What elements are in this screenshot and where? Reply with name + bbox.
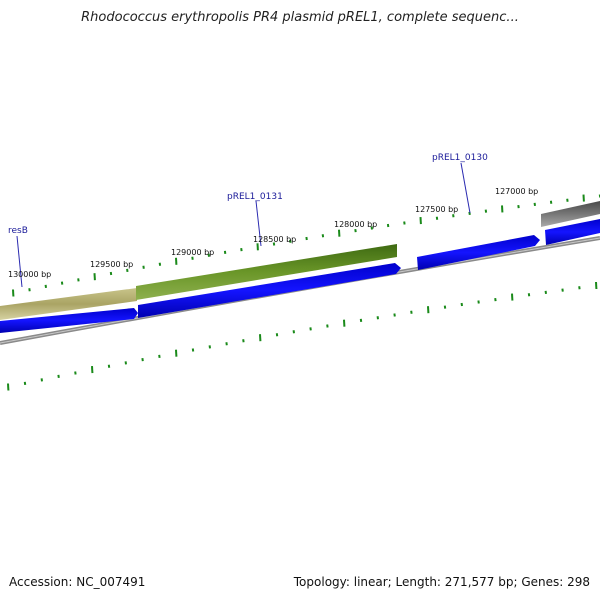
position-label-127000: 127000 bp [495,187,538,196]
position-label-127500: 127500 bp [415,205,458,214]
position-label-128500: 128500 bp [253,235,296,244]
position-label-130000: 130000 bp [8,270,51,279]
gene-arrow-prel1-0130[interactable] [417,235,540,270]
gene-label-prel1-0131[interactable]: pREL1_0131 [227,192,283,202]
gene-arrow-next[interactable] [545,219,600,245]
page-title: Rhodococcus erythropolis PR4 plasmid pRE… [81,10,519,25]
backbone-track [0,236,600,345]
label-leader-prel1-0131 [255,200,262,247]
gene-label-prel1-0130[interactable]: pREL1_0130 [432,153,488,163]
accession-text: Accession: NC_007491 [9,575,146,589]
feature-band-gray[interactable] [541,201,600,227]
position-label-129500: 129500 bp [90,260,133,269]
position-label-128000: 128000 bp [334,220,377,229]
position-label-129000: 129000 bp [171,248,214,257]
gene-arrow-prel1-0131[interactable] [138,263,401,318]
label-leader-prel1-0130 [460,162,471,214]
gene-arrow-resb[interactable] [0,308,138,333]
feature-band-green[interactable] [136,244,397,300]
summary-text: Topology: linear; Length: 271,577 bp; Ge… [293,575,590,589]
position-ticks-inner [7,281,598,391]
label-leader-resb [16,235,23,288]
gene-label-resb[interactable]: resB [8,226,28,236]
feature-band-olive[interactable] [0,288,137,320]
